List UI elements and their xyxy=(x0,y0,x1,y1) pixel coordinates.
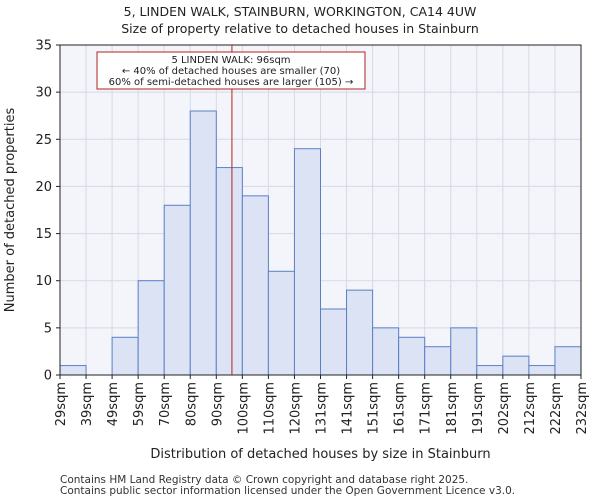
x-tick-label: 191sqm xyxy=(471,382,486,435)
histogram-bar xyxy=(476,365,504,376)
histogram-bar xyxy=(450,327,478,376)
x-tick-label: 80sqm xyxy=(184,382,199,426)
chart-title-line1: 5, LINDEN WALK, STAINBURN, WORKINGTON, C… xyxy=(123,4,477,19)
histogram-bar xyxy=(215,167,243,376)
x-tick-label: 49sqm xyxy=(106,382,121,426)
x-tick-label: 120sqm xyxy=(288,382,303,435)
x-tick-label: 29sqm xyxy=(54,382,69,426)
histogram-bar xyxy=(137,280,165,376)
y-tick-label: 10 xyxy=(35,274,52,289)
histogram-bar xyxy=(59,365,87,376)
histogram-bar xyxy=(241,195,269,376)
y-tick-label: 15 xyxy=(35,227,52,242)
histogram-bar xyxy=(267,270,295,376)
x-tick-label: 70sqm xyxy=(158,382,173,426)
x-tick-label: 151sqm xyxy=(367,382,382,435)
annotation-box xyxy=(96,51,366,90)
histogram-bar xyxy=(111,336,139,376)
x-tick-label: 232sqm xyxy=(575,382,590,435)
x-axis-title: Distribution of detached houses by size … xyxy=(150,447,490,462)
histogram-bar xyxy=(346,289,374,376)
x-tick-label: 171sqm xyxy=(419,382,434,435)
x-tick-label: 39sqm xyxy=(80,382,95,426)
histogram-bar xyxy=(293,148,322,376)
histogram-bar xyxy=(163,204,191,376)
histogram-bar xyxy=(398,336,426,376)
histogram-bar xyxy=(320,308,348,376)
x-tick-label: 59sqm xyxy=(132,382,147,426)
y-tick-label: 20 xyxy=(35,180,52,195)
y-axis-title: Number of detached properties xyxy=(3,108,18,313)
x-tick-label: 161sqm xyxy=(393,382,408,435)
footer-attribution-2: Contains public sector information licen… xyxy=(60,485,516,497)
x-tick-label: 141sqm xyxy=(341,382,356,435)
x-tick-label: 181sqm xyxy=(445,382,460,435)
y-tick-label: 5 xyxy=(44,321,52,336)
annotation-line3: 60% of semi-detached houses are larger (… xyxy=(109,77,354,88)
y-tick-label: 0 xyxy=(44,369,52,384)
x-tick-label: 110sqm xyxy=(262,382,277,435)
x-tick-label: 90sqm xyxy=(210,382,225,426)
x-tick-label: 222sqm xyxy=(549,382,564,435)
histogram-bar xyxy=(372,327,400,376)
histogram-bar xyxy=(189,110,217,376)
x-tick-label: 131sqm xyxy=(315,382,330,435)
annotation-line1: 5 LINDEN WALK: 96sqm xyxy=(171,55,290,66)
footer-attribution-1: Contains HM Land Registry data © Crown c… xyxy=(60,474,469,486)
histogram-bar xyxy=(528,365,556,376)
x-tick-label: 212sqm xyxy=(523,382,538,435)
histogram-bar xyxy=(424,346,452,376)
y-tick-label: 25 xyxy=(35,133,52,148)
y-tick-label: 30 xyxy=(35,86,52,101)
histogram-bar xyxy=(502,355,530,376)
x-tick-label: 100sqm xyxy=(236,382,251,435)
y-tick-label: 35 xyxy=(35,39,52,54)
x-tick-label: 202sqm xyxy=(497,382,512,435)
chart-title-line2: Size of property relative to detached ho… xyxy=(121,21,479,36)
annotation-line2: ← 40% of detached houses are smaller (70… xyxy=(122,66,340,77)
histogram-bar xyxy=(554,346,582,376)
